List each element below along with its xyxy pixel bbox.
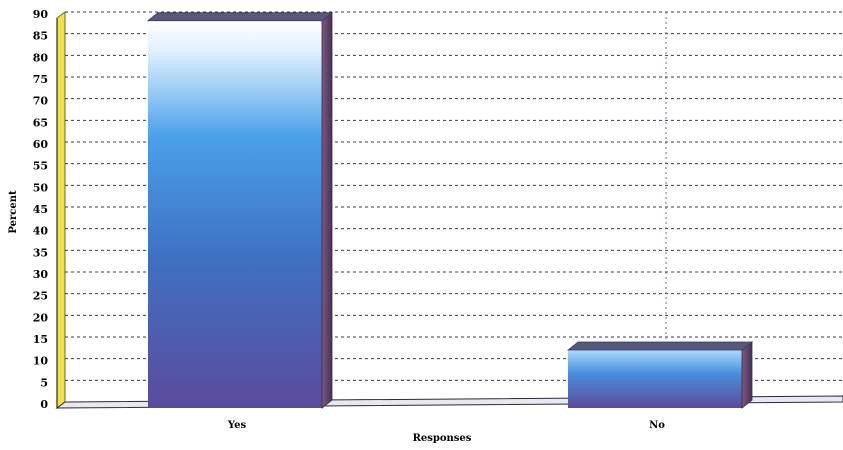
bar-front-no bbox=[568, 350, 742, 408]
wall-edge bbox=[56, 11, 66, 409]
y-tick-label: 65 bbox=[33, 116, 48, 129]
y-tick-label: 70 bbox=[33, 95, 49, 108]
y-tick-label: 45 bbox=[33, 203, 48, 216]
y-axis-ticks: 0 5 10 15 20 25 30 35 40 45 50 55 60 65 70 75 80 85 90 bbox=[33, 8, 49, 411]
bar-no bbox=[566, 341, 754, 409]
y-tick-label: 80 bbox=[33, 51, 49, 64]
gridlines bbox=[65, 11, 843, 402]
y-tick-label: 55 bbox=[33, 160, 48, 173]
y-tick-label: 5 bbox=[40, 376, 48, 389]
y-tick-label: 30 bbox=[33, 268, 49, 281]
bar-side-no bbox=[741, 341, 753, 409]
y-tick-label: 85 bbox=[33, 30, 48, 43]
y-tick-label: 75 bbox=[33, 73, 48, 86]
bar-side-yes bbox=[321, 11, 333, 409]
x-axis-ticks: Yes No bbox=[227, 420, 665, 431]
bar-front-yes bbox=[148, 20, 322, 409]
bar-top-no bbox=[566, 341, 754, 351]
y-tick-label: 40 bbox=[33, 225, 49, 238]
x-tick-label-no: No bbox=[649, 420, 665, 431]
y-tick-label: 10 bbox=[33, 355, 49, 368]
y-tick-label: 20 bbox=[33, 311, 49, 324]
y-tick-label: 0 bbox=[40, 398, 48, 411]
y-tick-label: 25 bbox=[33, 290, 48, 303]
bars bbox=[146, 11, 754, 409]
y-tick-label: 90 bbox=[33, 8, 49, 21]
x-tick-label-yes: Yes bbox=[227, 420, 247, 431]
y-axis-title: Percent bbox=[8, 190, 19, 234]
x-axis-title: Responses bbox=[413, 433, 472, 444]
y-tick-label: 60 bbox=[33, 138, 49, 151]
y-tick-label: 15 bbox=[33, 333, 48, 346]
bar-yes bbox=[146, 11, 334, 409]
bar-top-yes bbox=[146, 12, 334, 22]
y-tick-label: 50 bbox=[33, 181, 49, 194]
y-tick-label: 35 bbox=[33, 246, 48, 259]
